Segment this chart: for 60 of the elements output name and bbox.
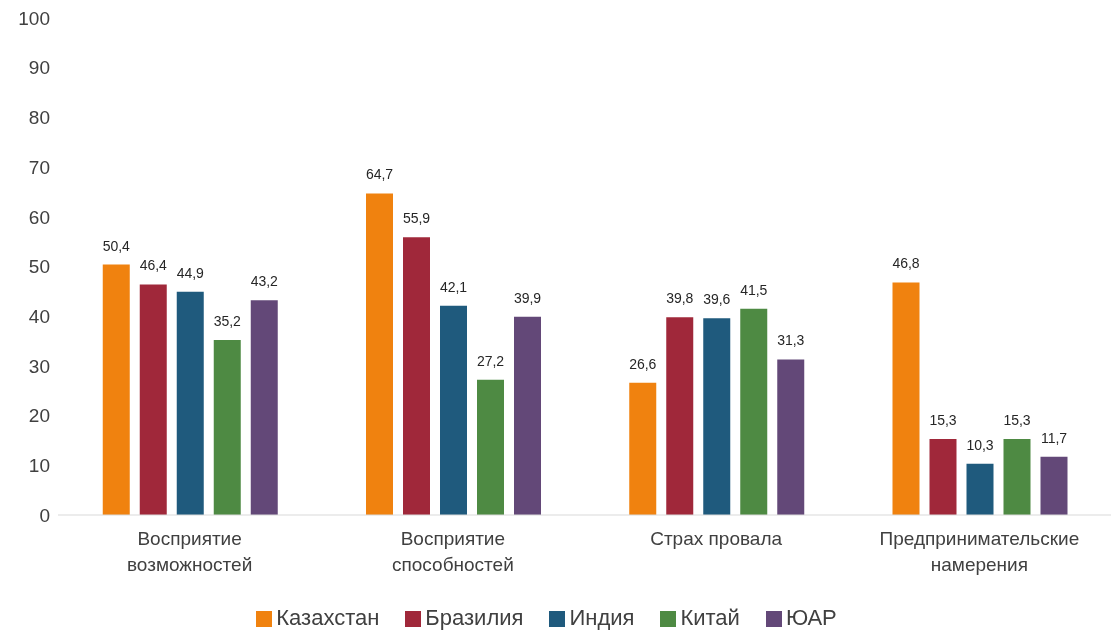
y-tick-label: 60 xyxy=(28,206,50,228)
y-tick-label: 80 xyxy=(28,107,50,129)
data-label: 26,6 xyxy=(629,355,657,372)
bar xyxy=(139,284,167,515)
data-label: 42,1 xyxy=(439,278,468,295)
bar xyxy=(213,340,241,515)
legend-label: Бразилия xyxy=(425,605,524,630)
x-tick-label: Предпринимательские намерения xyxy=(879,528,1080,575)
data-label: 44,9 xyxy=(176,264,205,281)
data-label: 10,3 xyxy=(966,436,994,453)
data-label: 46,8 xyxy=(892,255,920,272)
y-tick-label: 90 xyxy=(28,57,50,79)
bar xyxy=(1003,438,1031,515)
bar xyxy=(176,291,204,515)
bar xyxy=(250,300,278,515)
y-tick-label: 50 xyxy=(28,256,50,278)
y-tick-label: 30 xyxy=(28,355,50,377)
bar xyxy=(703,318,731,515)
legend-label: Индия xyxy=(569,605,635,630)
bar xyxy=(929,438,957,515)
x-tick-label: Страх провала xyxy=(650,528,783,549)
data-label: 15,3 xyxy=(1003,411,1031,428)
bar xyxy=(777,359,805,515)
legend-label: Казахстан xyxy=(276,605,380,630)
legend-label: ЮАР xyxy=(785,605,837,630)
y-tick-label: 0 xyxy=(39,504,50,526)
y-tick-label: 70 xyxy=(28,156,50,178)
data-label: 27,2 xyxy=(476,352,505,369)
bar xyxy=(102,264,130,515)
data-label: 11,7 xyxy=(1040,429,1068,446)
y-tick-label: 40 xyxy=(28,305,50,327)
data-label: 64,7 xyxy=(365,166,394,183)
data-label: 39,6 xyxy=(703,291,731,308)
data-label: 46,4 xyxy=(139,257,168,274)
legend-label: Китай xyxy=(680,605,740,630)
bar xyxy=(892,282,920,515)
bar xyxy=(666,317,694,515)
y-tick-label: 10 xyxy=(28,455,50,477)
data-label: 50,4 xyxy=(102,237,131,254)
bar xyxy=(440,305,467,515)
bar xyxy=(477,379,504,515)
bar xyxy=(740,308,768,515)
data-label: 43,2 xyxy=(250,273,279,290)
data-label: 39,9 xyxy=(513,289,542,306)
bar xyxy=(403,237,430,515)
data-label: 15,3 xyxy=(929,411,957,428)
bar xyxy=(366,193,393,515)
bar xyxy=(1040,456,1068,515)
data-label: 35,2 xyxy=(213,313,242,330)
data-label: 39,8 xyxy=(666,290,694,307)
data-label: 31,3 xyxy=(777,332,805,349)
x-tick-label: Восприятие возможностей xyxy=(126,528,253,575)
y-tick-label: 100 xyxy=(18,7,50,29)
y-tick-label: 20 xyxy=(28,405,50,427)
x-tick-label: Восприятие способностей xyxy=(392,528,514,575)
bar xyxy=(966,463,994,515)
bar xyxy=(629,382,657,515)
bar xyxy=(514,316,541,515)
data-label: 55,9 xyxy=(402,210,431,227)
data-label: 41,5 xyxy=(740,281,768,298)
